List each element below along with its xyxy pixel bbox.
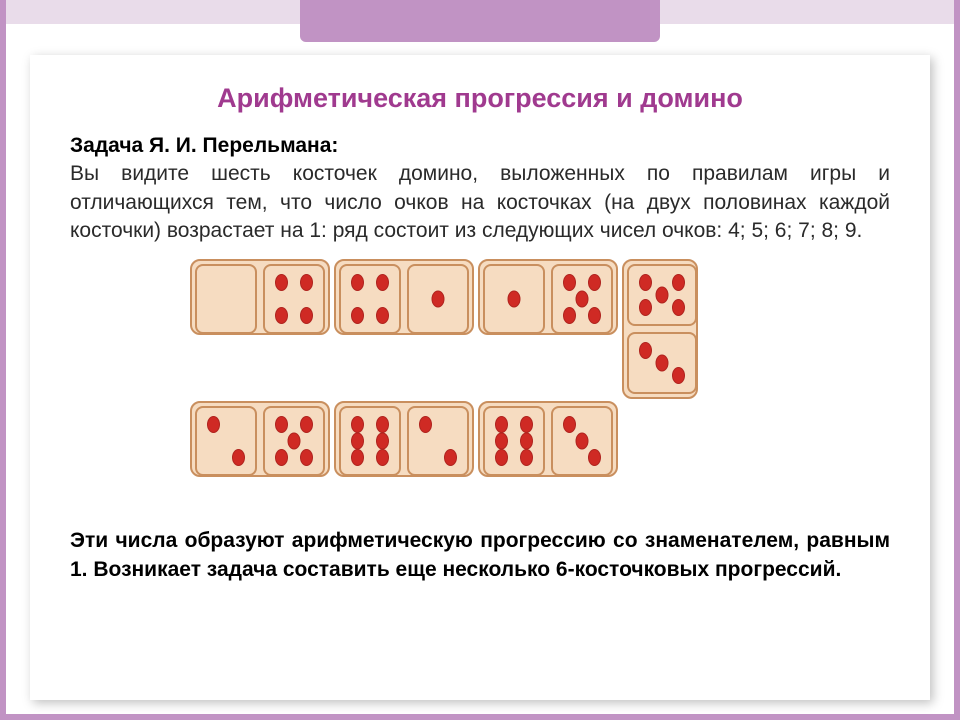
pip <box>520 433 533 450</box>
pip <box>288 433 301 450</box>
domino-half <box>407 406 469 476</box>
pip <box>275 449 288 466</box>
pip <box>672 299 685 316</box>
pip <box>232 449 245 466</box>
pip <box>588 449 601 466</box>
pip <box>351 416 364 433</box>
domino-half <box>195 264 257 334</box>
pip <box>300 307 313 324</box>
domino-tile <box>334 259 474 335</box>
pip <box>588 307 601 324</box>
domino-half <box>551 264 613 334</box>
pip <box>508 291 521 308</box>
pip <box>576 291 589 308</box>
pip <box>576 433 589 450</box>
pip <box>376 416 389 433</box>
pip <box>656 355 669 372</box>
intro-paragraph: Задача Я. И. Перельмана: Вы видите шесть… <box>70 132 890 245</box>
pip <box>207 416 220 433</box>
pip <box>376 274 389 291</box>
pip <box>656 287 669 304</box>
domino-half <box>483 406 545 476</box>
domino-half <box>339 264 401 334</box>
pip <box>275 274 288 291</box>
pip <box>588 274 601 291</box>
domino-half <box>195 406 257 476</box>
pip <box>495 416 508 433</box>
pip <box>563 307 576 324</box>
pip <box>432 291 445 308</box>
pip <box>351 433 364 450</box>
pip <box>495 449 508 466</box>
pip <box>376 307 389 324</box>
pip <box>563 274 576 291</box>
pip <box>495 433 508 450</box>
pip <box>275 416 288 433</box>
pip <box>419 416 432 433</box>
pip <box>351 307 364 324</box>
domino-half <box>483 264 545 334</box>
domino-half <box>627 332 697 394</box>
domino-half <box>627 264 697 326</box>
pip <box>300 274 313 291</box>
domino-tile <box>478 401 618 477</box>
pip <box>520 449 533 466</box>
intro-bold: Задача Я. И. Перельмана: <box>70 134 338 157</box>
pip <box>376 449 389 466</box>
pip <box>351 274 364 291</box>
pip <box>639 342 652 359</box>
pip <box>672 274 685 291</box>
pip <box>639 299 652 316</box>
conclusion-paragraph: Эти числа образуют арифметическую прогре… <box>70 527 890 584</box>
domino-tile <box>622 259 698 399</box>
pip <box>351 449 364 466</box>
intro-body: Вы видите шесть косточек домино, выложен… <box>70 162 890 242</box>
domino-half <box>339 406 401 476</box>
domino-tile <box>190 259 330 335</box>
pip <box>376 433 389 450</box>
pip <box>639 274 652 291</box>
domino-tile <box>190 401 330 477</box>
page-card: Арифметическая прогрессия и домино Задач… <box>30 55 930 700</box>
domino-diagram <box>70 259 890 519</box>
pip <box>275 307 288 324</box>
pip <box>563 416 576 433</box>
domino-tile <box>334 401 474 477</box>
domino-half <box>263 264 325 334</box>
domino-half <box>263 406 325 476</box>
pip <box>520 416 533 433</box>
pip <box>300 416 313 433</box>
pip <box>444 449 457 466</box>
pip <box>672 367 685 384</box>
pip <box>300 449 313 466</box>
domino-half <box>407 264 469 334</box>
page-title: Арифметическая прогрессия и домино <box>70 83 890 114</box>
domino-half <box>551 406 613 476</box>
domino-tile <box>478 259 618 335</box>
